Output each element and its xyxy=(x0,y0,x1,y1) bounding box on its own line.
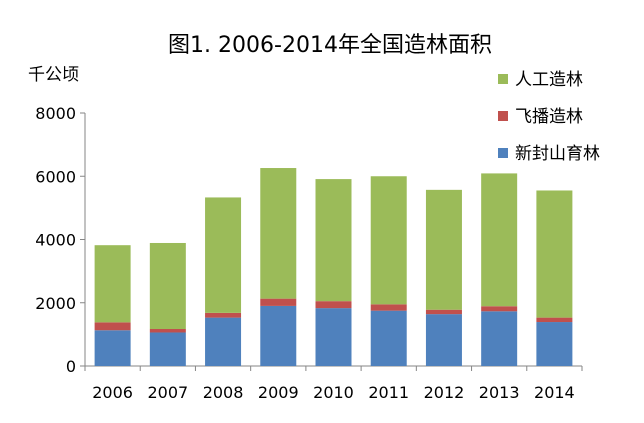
y-tick-label: 4000 xyxy=(35,231,76,250)
bar-segment xyxy=(205,317,242,366)
legend-swatch xyxy=(498,74,508,84)
bar-segment xyxy=(205,312,242,318)
x-tick-label: 2008 xyxy=(203,383,244,402)
bar-segment xyxy=(149,332,186,366)
x-tick-label: 2012 xyxy=(424,383,465,402)
bar-segment xyxy=(370,304,407,311)
bar-segment xyxy=(481,311,518,366)
bar-segment xyxy=(425,309,462,315)
legend-swatch xyxy=(498,111,508,121)
bar-segment xyxy=(425,314,462,366)
y-tick-label: 0 xyxy=(66,357,76,376)
bar-segment xyxy=(149,328,186,333)
bar-segment xyxy=(260,298,297,306)
bar-segment xyxy=(481,306,518,312)
bar-segment xyxy=(149,242,186,329)
legend-label: 飞播造林 xyxy=(515,107,583,127)
y-axis-unit-label: 千公顷 xyxy=(28,65,79,85)
bar-segment xyxy=(481,173,518,307)
legend-swatch xyxy=(498,148,508,158)
legend-label: 人工造林 xyxy=(515,70,583,90)
bar-segment xyxy=(94,322,131,331)
x-tick-label: 2010 xyxy=(313,383,354,402)
bar-segment xyxy=(94,330,131,366)
legend-label: 新封山育林 xyxy=(515,144,600,164)
chart-title: 图1. 2006-2014年全国造林面积 xyxy=(168,33,492,58)
bar-segment xyxy=(370,310,407,366)
bar-segment xyxy=(260,305,297,366)
bar-segment xyxy=(425,189,462,310)
y-tick-label: 6000 xyxy=(35,167,76,186)
x-tick-label: 2011 xyxy=(368,383,409,402)
x-tick-label: 2007 xyxy=(147,383,188,402)
bar-segment xyxy=(94,245,131,323)
x-tick-label: 2013 xyxy=(479,383,520,402)
bar-segment xyxy=(536,317,573,323)
x-tick-label: 2014 xyxy=(534,383,575,402)
bar-segment xyxy=(205,197,242,313)
bar-segment xyxy=(536,322,573,366)
y-tick-label: 8000 xyxy=(35,104,76,123)
bar-segment xyxy=(315,179,352,302)
plot-area: 0 2000 4000 6000 8000 2006 2007 2008 2009 2010 201… xyxy=(35,104,583,402)
x-tick-label: 2006 xyxy=(92,383,133,402)
bar-segment xyxy=(370,176,407,305)
y-tick-label: 2000 xyxy=(35,294,76,313)
bar-segment xyxy=(315,308,352,366)
x-tick-label: 2009 xyxy=(258,383,299,402)
bar-segment xyxy=(536,190,573,318)
bar-segment xyxy=(260,168,297,299)
bar-segment xyxy=(315,301,352,309)
